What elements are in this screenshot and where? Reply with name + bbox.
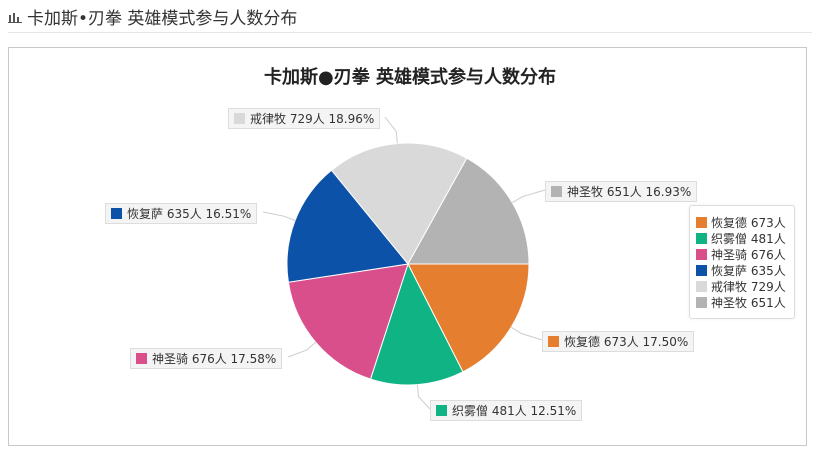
legend-label: 戒律牧 729人 [711,279,786,294]
data-label-text: 神圣牧 651人 16.93% [567,185,692,199]
page-header: 卡加斯•刃拳 英雄模式参与人数分布 [8,4,297,29]
pie-slice-神圣骑[interactable] [287,263,409,380]
legend-swatch [696,280,707,292]
bar-chart-icon [8,12,22,23]
legend-label: 神圣骑 676人 [711,247,786,262]
legend-swatch [696,248,707,260]
swatch [111,208,122,219]
data-label: 神圣骑 676人 17.58% [130,348,283,369]
legend-label: 织雾僧 481人 [711,231,786,246]
pie-slice-恢复萨[interactable] [286,169,409,283]
legend-label: 神圣牧 651人 [711,295,786,310]
chart-title: 卡加斯●刃拳 英雄模式参与人数分布 [264,67,556,88]
data-label: 织雾僧 481人 12.51% [430,400,583,421]
data-label: 恢复萨 635人 16.51% [105,203,258,224]
data-label-text: 织雾僧 481人 12.51% [452,404,577,418]
connector-line [287,341,317,358]
connector-line [262,211,296,221]
legend-label: 恢复德 673人 [711,215,786,230]
connector-line [416,384,431,410]
divider [8,32,812,33]
data-label-text: 恢复德 673人 17.50% [564,335,689,349]
connector-line [512,189,546,204]
legend-item[interactable]: 恢复德 673人 [696,214,794,230]
legend-item[interactable]: 神圣牧 651人 [696,294,794,310]
legend-swatch [696,264,707,276]
legend-swatch [696,232,707,244]
legend-swatch [696,216,707,228]
legend-item[interactable]: 戒律牧 729人 [696,278,794,294]
connector-line [510,326,543,341]
connector-line [384,116,398,144]
legend: 恢复德 673人 织雾僧 481人 神圣骑 676人 恢复萨 635人 戒律牧 729人… [689,205,795,319]
pie-slice-恢复德[interactable] [407,263,530,373]
swatch [548,336,559,347]
legend-item[interactable]: 神圣骑 676人 [696,246,794,262]
data-label: 神圣牧 651人 16.93% [545,181,698,202]
data-label: 恢复德 673人 17.50% [542,331,695,352]
swatch [551,186,562,197]
swatch [136,353,147,364]
legend-item[interactable]: 恢复萨 635人 [696,262,794,278]
chart-frame [8,47,807,446]
swatch [436,405,447,416]
legend-label: 恢复萨 635人 [711,263,786,278]
pie-slice-神圣牧[interactable] [407,157,530,265]
data-label: 戒律牧 729人 18.96% [228,108,381,129]
data-label-text: 神圣骑 676人 17.58% [152,352,277,366]
swatch [234,113,245,124]
legend-swatch [696,296,707,308]
data-label-text: 戒律牧 729人 18.96% [250,112,375,126]
page-title: 卡加斯•刃拳 英雄模式参与人数分布 [27,9,298,29]
legend-item[interactable]: 织雾僧 481人 [696,230,794,246]
pie-slice-织雾僧[interactable] [369,262,464,386]
data-label-text: 恢复萨 635人 16.51% [127,207,252,221]
